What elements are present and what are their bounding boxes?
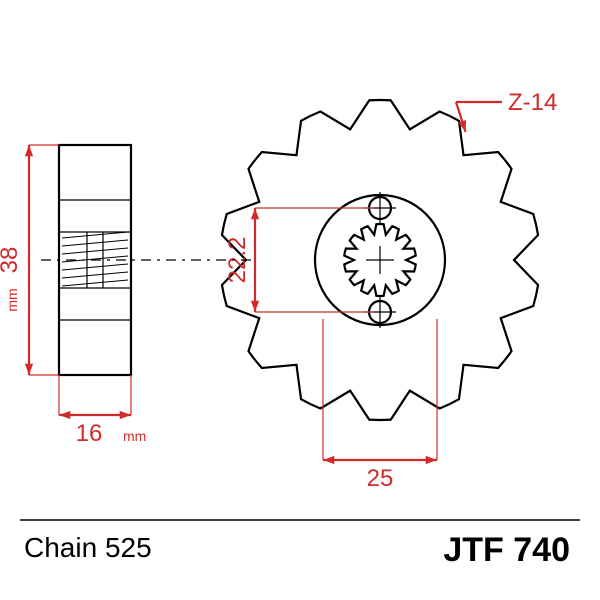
dim-side-height-unit: mm — [4, 288, 20, 311]
part-number-label: JTF 740 — [443, 531, 570, 570]
front-view: Z-1422.225 — [222, 89, 557, 492]
chain-label: Chain 525 — [24, 532, 152, 564]
dim-hub-bore: 25 — [367, 465, 394, 492]
dim-side-width: 16 — [76, 420, 103, 447]
dim-side-height: 38 — [0, 247, 23, 274]
drawing-canvas: Z-1422.225 38 mm 16 mm Chain 525 JTF 740 — [0, 0, 600, 600]
tooth-count-label: Z-14 — [508, 89, 557, 116]
side-view: 38 mm 16 mm — [0, 145, 251, 447]
dim-side-width-unit: mm — [123, 428, 146, 444]
diagram-svg: Z-1422.225 38 mm 16 mm — [0, 0, 600, 600]
